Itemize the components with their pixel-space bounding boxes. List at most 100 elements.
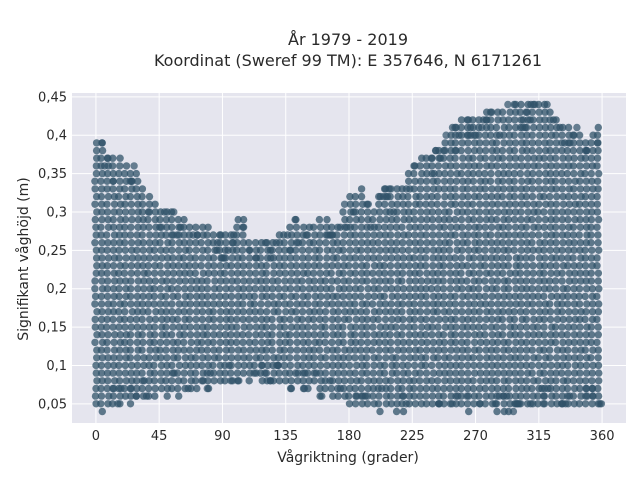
data-point [564, 346, 572, 354]
data-point [457, 200, 466, 208]
data-point [369, 239, 377, 247]
data-point [463, 338, 471, 347]
data-point [540, 208, 548, 216]
data-point [530, 315, 538, 324]
data-point [298, 300, 306, 308]
data-point [440, 185, 449, 193]
data-point [441, 315, 450, 324]
data-point [476, 331, 484, 339]
data-point [286, 331, 294, 339]
data-point [482, 346, 490, 354]
data-point [239, 300, 247, 308]
data-point [487, 215, 496, 224]
data-point [134, 177, 142, 185]
data-point [565, 239, 573, 247]
data-point [499, 361, 507, 370]
data-point [317, 292, 325, 301]
data-point [588, 369, 596, 377]
data-point [493, 384, 502, 393]
data-point [97, 361, 106, 370]
data-point [351, 239, 360, 247]
data-point [304, 292, 312, 301]
data-point [216, 315, 224, 324]
data-point [475, 169, 483, 178]
data-point [540, 269, 548, 277]
data-point [221, 269, 229, 277]
data-point [536, 308, 544, 316]
data-point [163, 223, 171, 231]
data-point [109, 323, 117, 331]
data-point [392, 323, 400, 331]
data-point [481, 254, 490, 262]
data-point [97, 177, 105, 185]
data-point [552, 223, 560, 231]
data-point [114, 400, 122, 408]
data-point [110, 277, 119, 285]
data-point [522, 254, 530, 262]
data-point [587, 169, 595, 178]
data-point [411, 231, 419, 239]
data-point [122, 162, 131, 170]
data-point [315, 338, 324, 347]
data-point [463, 400, 472, 408]
data-point [582, 146, 591, 155]
data-point [98, 315, 106, 324]
data-point [569, 162, 578, 170]
data-point [470, 146, 479, 155]
data-point [138, 315, 146, 324]
data-point [494, 300, 502, 308]
data-point [433, 285, 442, 293]
data-point [428, 323, 436, 331]
data-point [175, 246, 183, 254]
data-point [546, 308, 555, 316]
data-point [382, 254, 390, 262]
data-point [488, 331, 496, 339]
data-point [393, 292, 402, 301]
data-point [487, 300, 495, 308]
data-point [493, 285, 501, 293]
data-point [487, 231, 495, 239]
data-point [110, 338, 118, 347]
data-point [133, 361, 142, 370]
data-point [180, 231, 188, 239]
data-point [310, 262, 318, 270]
data-point [511, 223, 520, 231]
data-point [126, 338, 134, 347]
data-point [451, 300, 459, 308]
data-point [109, 369, 117, 377]
data-point [405, 262, 413, 270]
data-point [209, 231, 217, 239]
data-point [240, 361, 248, 370]
data-point [440, 292, 448, 301]
data-point [180, 323, 189, 331]
data-point [210, 262, 218, 270]
data-point [103, 262, 112, 270]
data-point [328, 277, 336, 285]
data-point [369, 392, 377, 400]
data-point [292, 292, 300, 301]
data-point [505, 308, 513, 316]
data-point [458, 300, 466, 308]
data-point [340, 285, 348, 293]
data-point [339, 246, 347, 254]
data-point [204, 354, 212, 362]
data-point [588, 285, 597, 293]
data-point [158, 254, 166, 262]
data-point [204, 254, 213, 262]
data-point [439, 269, 448, 277]
data-point [559, 239, 567, 247]
data-point [121, 369, 130, 377]
data-point [144, 215, 152, 224]
data-point [423, 208, 431, 216]
data-point [180, 346, 188, 354]
data-point [239, 285, 247, 293]
data-point [381, 277, 390, 285]
data-point [138, 346, 146, 354]
data-point [440, 346, 449, 354]
data-point [492, 323, 501, 331]
data-point [518, 162, 526, 170]
data-point [464, 369, 472, 377]
data-point [464, 139, 472, 147]
data-point [427, 200, 436, 208]
data-point [439, 392, 448, 400]
